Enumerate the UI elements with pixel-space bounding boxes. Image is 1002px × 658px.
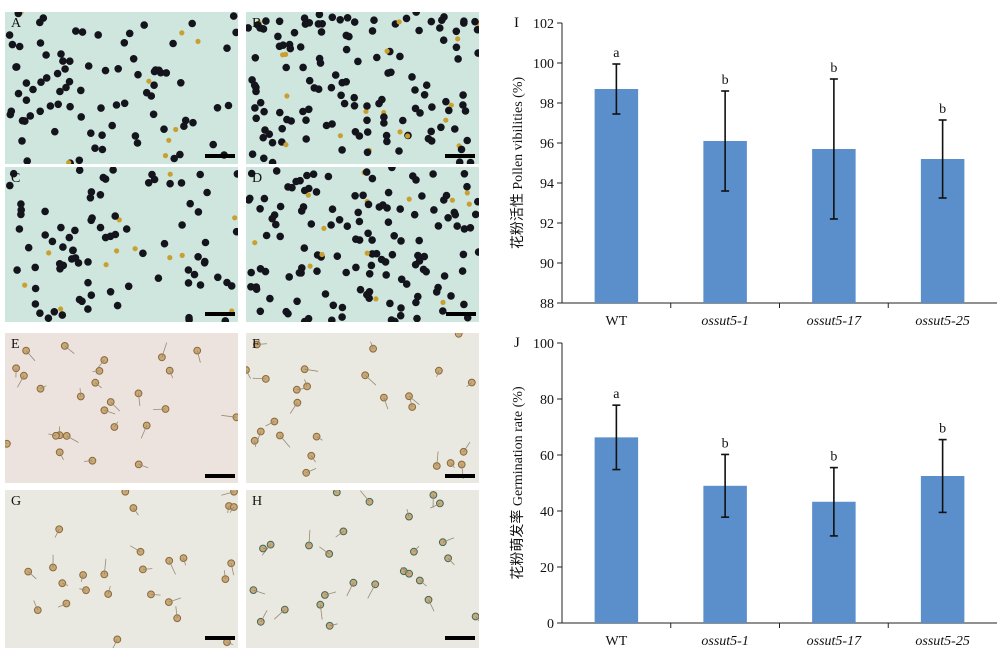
significance-label: b bbox=[939, 102, 946, 117]
micrograph-d: D bbox=[246, 167, 479, 322]
scale-bar-d bbox=[446, 312, 476, 316]
scale-bar-e bbox=[205, 474, 235, 478]
scale-bar-a bbox=[205, 154, 235, 158]
error-bar bbox=[721, 453, 730, 518]
error-bar bbox=[938, 438, 947, 514]
x-tick-label: WT bbox=[605, 314, 627, 329]
y-tick-label: 100 bbox=[533, 337, 554, 352]
significance-label: b bbox=[939, 422, 946, 437]
panel-label-g: G bbox=[11, 494, 22, 509]
x-tick-label: ossut5-17 bbox=[807, 634, 862, 649]
error-bar bbox=[829, 78, 838, 220]
y-tick-label: 94 bbox=[540, 177, 554, 192]
scale-bar-f bbox=[445, 474, 475, 478]
chart-panel-label: I bbox=[514, 15, 519, 31]
micrograph-c-image bbox=[5, 167, 238, 322]
panel-label-e: E bbox=[11, 337, 20, 352]
error-bar bbox=[829, 466, 838, 537]
panel-label-h: H bbox=[252, 494, 263, 509]
significance-label: b bbox=[830, 61, 837, 76]
micrograph-a-image bbox=[5, 12, 238, 164]
micrograph-f-image bbox=[246, 333, 479, 483]
y-axis-label: 花粉活性 Pollen vibilities (%) bbox=[510, 77, 526, 250]
panel-label-b: B bbox=[252, 16, 262, 31]
micrograph-d-image bbox=[246, 167, 479, 322]
panel-label-d: D bbox=[252, 171, 263, 186]
error-bar bbox=[721, 90, 730, 192]
micrograph-g: G bbox=[5, 490, 238, 648]
x-tick-label: ossut5-25 bbox=[915, 314, 969, 329]
y-tick-label: 0 bbox=[547, 617, 554, 632]
chart-i-svg: I 花粉活性 Pollen vibilities (%) 88 90 92 94 96 98 1… bbox=[510, 15, 997, 329]
micrograph-b-image bbox=[246, 12, 479, 164]
chart-j: J 花粉萌发率 Germination rate (%) 0 20 40 60 80 100 a… bbox=[500, 328, 1000, 650]
x-tick-label: WT bbox=[605, 634, 627, 649]
y-tick-label: 100 bbox=[533, 57, 554, 72]
panel-label-c: C bbox=[11, 171, 21, 186]
significance-label: b bbox=[722, 73, 729, 88]
error-bar bbox=[938, 119, 947, 199]
error-bar bbox=[612, 404, 621, 471]
micrograph-b: B bbox=[246, 12, 479, 164]
y-tick-label: 96 bbox=[540, 137, 554, 152]
y-tick-label: 40 bbox=[540, 505, 554, 520]
y-axis-label: 花粉萌发率 Germination rate (%) bbox=[509, 386, 526, 580]
y-tick-label: 20 bbox=[540, 561, 554, 576]
scale-bar-h bbox=[445, 636, 475, 640]
error-bar bbox=[612, 63, 621, 115]
micrograph-a: A bbox=[5, 12, 238, 164]
chart-panel-label: J bbox=[514, 335, 520, 351]
x-tick-label: ossut5-25 bbox=[915, 634, 969, 649]
chart-i: I 花粉活性 Pollen vibilities (%) 88 90 92 94 96 98 1… bbox=[500, 8, 1000, 330]
x-tick-label: ossut5-17 bbox=[807, 314, 862, 329]
significance-label: a bbox=[613, 46, 620, 61]
y-tick-label: 92 bbox=[540, 217, 554, 232]
y-tick-label: 60 bbox=[540, 449, 554, 464]
x-tick-label: ossut5-1 bbox=[701, 314, 748, 329]
scale-bar-b bbox=[445, 154, 475, 158]
micrograph-c: C bbox=[5, 167, 238, 322]
micrograph-h-image bbox=[246, 490, 479, 648]
micrograph-f: F bbox=[246, 333, 479, 483]
x-tick-label: ossut5-1 bbox=[701, 634, 748, 649]
bar bbox=[594, 89, 639, 303]
panel-label-a: A bbox=[11, 16, 22, 31]
micrograph-g-image bbox=[5, 490, 238, 648]
scale-bar-c bbox=[205, 312, 235, 316]
significance-label: b bbox=[830, 450, 837, 465]
scale-bar-g bbox=[205, 636, 235, 640]
micrograph-e: E bbox=[5, 333, 238, 483]
micrograph-h: H bbox=[246, 490, 479, 648]
y-tick-label: 98 bbox=[540, 97, 554, 112]
micrograph-e-image bbox=[5, 333, 238, 483]
significance-label: b bbox=[722, 436, 729, 451]
y-tick-label: 102 bbox=[533, 17, 554, 32]
y-tick-label: 88 bbox=[540, 297, 554, 312]
panel-label-f: F bbox=[252, 337, 260, 352]
chart-j-svg: J 花粉萌发率 Germination rate (%) 0 20 40 60 80 100 a… bbox=[509, 335, 997, 649]
significance-label: a bbox=[613, 387, 620, 402]
y-tick-label: 90 bbox=[540, 257, 554, 272]
y-tick-label: 80 bbox=[540, 393, 554, 408]
